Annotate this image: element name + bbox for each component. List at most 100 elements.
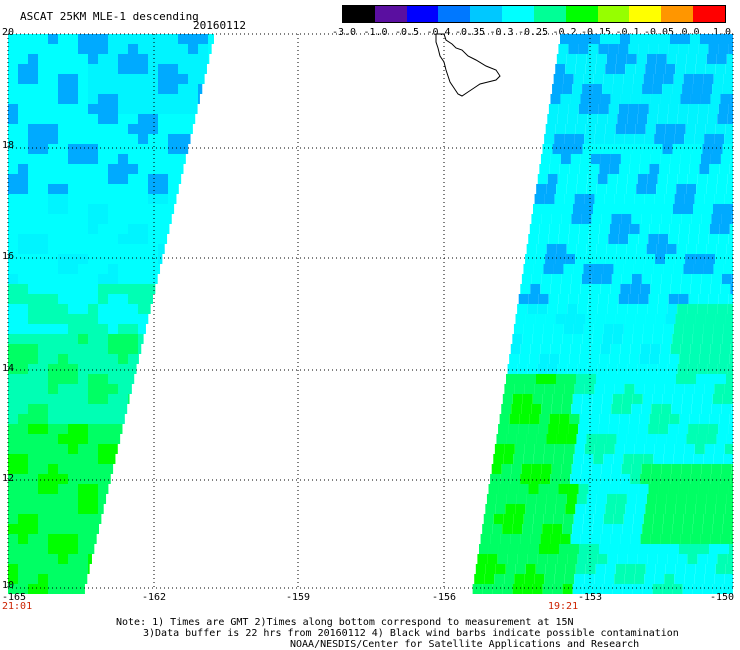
right-swath-pixel <box>628 484 639 494</box>
colorbar-segment <box>693 6 725 22</box>
left-swath-pixel <box>168 184 178 194</box>
left-swath-pixel <box>18 514 28 524</box>
left-swath-pixel <box>98 454 108 464</box>
right-swath-pixel <box>545 374 556 384</box>
right-swath-pixel <box>701 274 712 284</box>
right-swath-pixel <box>699 354 710 364</box>
right-swath-pixel <box>728 544 733 554</box>
right-swath-pixel <box>570 154 581 164</box>
right-swath-pixel <box>549 414 560 424</box>
left-swath-pixel <box>38 124 48 134</box>
left-swath-pixel <box>38 234 48 244</box>
right-swath-pixel <box>561 274 572 284</box>
left-swath-pixel <box>58 94 68 104</box>
right-swath-pixel <box>710 34 720 44</box>
right-swath-pixel <box>657 174 668 184</box>
right-swath-pixel <box>544 384 555 394</box>
right-swath-pixel <box>666 244 677 254</box>
right-swath-pixel <box>677 174 688 184</box>
right-swath-pixel <box>568 544 579 554</box>
right-swath-pixel <box>577 304 588 314</box>
right-swath-pixel <box>577 554 588 564</box>
left-swath-pixel <box>188 124 193 134</box>
right-swath-pixel <box>505 504 516 514</box>
left-swath-pixel <box>108 324 118 334</box>
colorbar-segment <box>629 6 662 22</box>
right-swath-pixel <box>597 364 608 374</box>
right-swath-pixel <box>520 344 531 354</box>
left-swath-pixel <box>18 444 28 454</box>
right-swath-pixel <box>529 354 540 364</box>
right-swath-pixel <box>550 474 561 484</box>
right-swath-pixel <box>590 474 601 484</box>
right-swath-pixel <box>638 544 649 554</box>
colorbar-tick-label: -3.0 <box>331 27 357 38</box>
right-swath-pixel <box>686 434 697 444</box>
right-swath-pixel <box>730 94 733 104</box>
left-swath-pixel <box>58 584 68 594</box>
right-swath-pixel <box>497 554 508 564</box>
right-swath-pixel <box>652 204 663 214</box>
right-swath-pixel <box>542 334 553 344</box>
colorbar-segment <box>406 6 439 22</box>
right-swath-pixel <box>596 434 607 444</box>
right-swath-pixel <box>641 274 652 284</box>
left-swath-pixel <box>88 484 98 494</box>
right-swath-pixel <box>669 164 680 174</box>
right-swath-pixel <box>717 304 728 314</box>
right-swath-pixel <box>655 564 666 574</box>
right-swath-pixel <box>557 114 568 124</box>
right-swath-pixel <box>581 404 592 414</box>
left-swath-pixel <box>28 504 38 514</box>
left-swath-pixel <box>128 164 138 174</box>
right-swath-pixel <box>575 254 586 264</box>
right-swath-pixel <box>705 64 716 74</box>
left-swath-pixel <box>48 554 58 564</box>
left-swath-pixel <box>198 64 207 74</box>
right-swath-pixel <box>721 214 732 224</box>
left-swath-pixel <box>128 324 138 334</box>
right-swath-pixel <box>514 444 525 454</box>
left-swath-pixel <box>28 34 38 44</box>
left-swath-pixel <box>98 314 108 324</box>
right-swath-pixel <box>652 584 663 594</box>
right-swath-pixel <box>578 234 589 244</box>
right-swath-pixel <box>660 154 671 164</box>
right-swath-pixel <box>478 544 489 554</box>
left-swath-pixel <box>38 434 48 444</box>
colorbar-tick-label: -0.3 <box>489 27 514 38</box>
right-swath-pixel <box>543 514 554 524</box>
right-swath-pixel <box>653 264 664 274</box>
left-swath-pixel <box>38 264 48 274</box>
right-swath-pixel <box>569 354 580 364</box>
left-swath-pixel <box>168 154 178 164</box>
right-swath-pixel <box>704 444 715 454</box>
left-swath-pixel <box>68 234 78 244</box>
left-swath-pixel <box>58 514 68 524</box>
left-swath-pixel <box>138 44 148 54</box>
right-swath-pixel <box>719 354 730 364</box>
right-swath-pixel <box>680 474 691 484</box>
right-swath-pixel <box>564 194 575 204</box>
right-swath-pixel <box>616 434 627 444</box>
right-swath-pixel <box>631 404 642 414</box>
right-swath-pixel <box>576 244 587 254</box>
right-swath-pixel <box>675 564 686 574</box>
right-swath-pixel <box>595 124 606 134</box>
right-swath-pixel <box>635 504 646 514</box>
right-swath-pixel <box>712 584 723 594</box>
left-swath-pixel <box>28 394 38 404</box>
right-swath-pixel <box>683 264 694 274</box>
left-swath-pixel <box>158 84 168 94</box>
left-swath-pixel <box>98 474 108 484</box>
right-swath-pixel <box>677 304 688 314</box>
hawaii-coastline <box>435 33 501 97</box>
left-swath-pixel <box>118 154 128 164</box>
left-swath-pixel <box>158 114 168 124</box>
left-swath-pixel <box>138 34 148 44</box>
right-swath-pixel <box>547 174 558 184</box>
right-swath-pixel <box>563 324 574 334</box>
right-swath-pixel <box>681 214 692 224</box>
right-swath-pixel <box>525 504 536 514</box>
left-swath-pixel <box>78 194 88 204</box>
